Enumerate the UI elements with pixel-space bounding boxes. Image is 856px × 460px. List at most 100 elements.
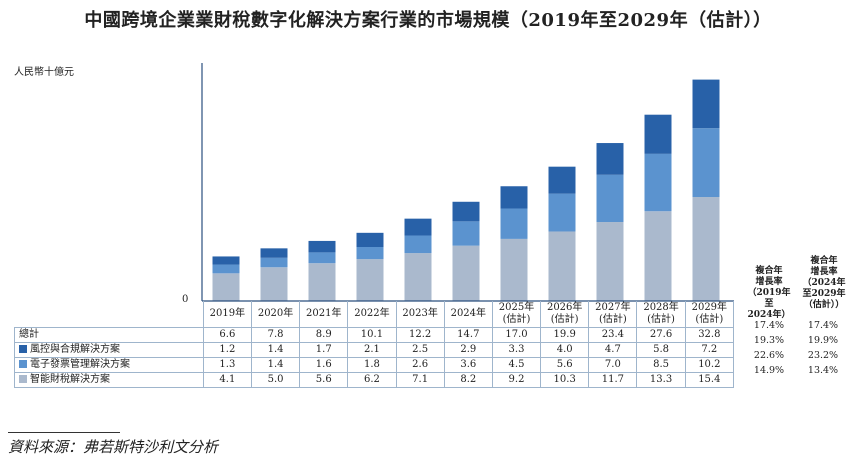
legend-swatch-risk <box>19 345 27 353</box>
series-label: 風控與合規解決方案 <box>30 344 120 355</box>
bar-segment <box>692 128 720 198</box>
cagr-header-line: 複合年 <box>810 256 838 266</box>
bar-segment <box>452 201 480 222</box>
cagr-header-line: （2019年至 <box>747 288 791 309</box>
cagr-header-line: （估計）） <box>803 300 845 310</box>
category-label-line: 2027年 <box>595 302 631 313</box>
bar-segment <box>500 238 528 301</box>
series-value: 3.6 <box>443 357 493 373</box>
cagr-header-line: 複合年 <box>755 266 783 276</box>
category-label-line: 2023年 <box>402 308 438 319</box>
series-value: 4.5 <box>491 357 542 373</box>
category-label-line: 2025年 <box>498 302 535 313</box>
bar-segment <box>356 232 384 247</box>
series-value: 2.1 <box>347 342 397 358</box>
bar-segment <box>260 248 288 258</box>
series-label: 電子發票管理解決方案 <box>30 359 130 370</box>
category-label: 2025年 (估計) <box>491 301 542 328</box>
cagr-value: 19.3% <box>753 335 785 346</box>
bar-segment <box>356 247 384 260</box>
series-value: 1.3 <box>202 357 252 373</box>
category-label: 2021年 <box>299 301 349 328</box>
category-label: 2026年 (估計) <box>540 301 590 328</box>
category-label: 2023年 <box>395 301 445 328</box>
category-label-line: 2022年 <box>354 308 390 319</box>
bar-segment <box>596 143 624 175</box>
bar-segment <box>692 79 720 129</box>
category-label-line: 2028年 <box>643 302 679 313</box>
category-label-line: 2019年 <box>209 308 246 319</box>
total-value: 27.6 <box>636 327 686 343</box>
series-value: 10.3 <box>540 372 590 388</box>
series-value: 15.4 <box>684 372 735 388</box>
series-value: 6.2 <box>347 372 397 388</box>
cagr-header-line: 增長率 <box>810 267 838 277</box>
series-value: 2.9 <box>443 342 493 358</box>
bar-segment <box>548 231 576 301</box>
total-value: 7.8 <box>250 327 301 343</box>
bar-segment <box>260 267 288 301</box>
category-label-line: 2029年 <box>691 302 728 313</box>
totals-label: 總計 <box>14 327 204 343</box>
category-header-row: 2019年 2020年 2021年 2022年 2023年 2024年 2025年 (估計) 2… <box>15 301 735 328</box>
total-value: 8.9 <box>299 327 349 343</box>
series-value: 7.0 <box>588 357 638 373</box>
data-table: 2019年 2020年 2021年 2022年 2023年 2024年 2025年 (估計) 2… <box>14 301 735 388</box>
category-label-line: (估計) <box>598 314 627 325</box>
bar-segment <box>452 245 480 301</box>
bar-segment <box>644 153 672 212</box>
series-value: 1.7 <box>299 342 349 358</box>
total-value: 32.8 <box>684 327 735 343</box>
cagr-value: 23.2% <box>807 350 839 361</box>
category-label-line: (估計) <box>502 314 531 325</box>
cagr-value: 19.9% <box>807 335 839 346</box>
y-axis-unit-label: 人民幣十億元 <box>14 67 74 78</box>
legend-swatch-einvoice <box>19 360 27 368</box>
bar-segment <box>596 174 624 223</box>
category-label: 2028年 (估計) <box>636 301 686 328</box>
series-value: 1.4 <box>250 357 301 373</box>
series-row: 智能財稅解決方案 4.1 5.0 5.6 6.2 7.1 8.2 9.2 10.3 11.7 13… <box>14 372 735 388</box>
series-value: 3.3 <box>491 342 542 358</box>
source-divider <box>8 432 120 433</box>
category-label-line: 2021年 <box>306 308 342 319</box>
legend-swatch-smart-tax <box>19 375 27 383</box>
source-note: 資料來源：弗若斯特沙利文分析 <box>8 438 219 456</box>
cagr-value: 17.4% <box>807 320 839 331</box>
bar-segment <box>212 256 240 265</box>
chart-title: 中國跨境企業業財稅數字化解決方案行業的市場規模（2019年至2029年（估計）） <box>84 10 772 31</box>
category-label-line: 2020年 <box>257 308 294 319</box>
total-value: 23.4 <box>588 327 638 343</box>
bar-segment <box>452 221 480 246</box>
series-value: 4.7 <box>588 342 638 358</box>
bar-segment <box>404 218 432 236</box>
series-value: 5.0 <box>250 372 301 388</box>
cagr-value: 13.4% <box>807 365 839 376</box>
series-value: 4.0 <box>540 342 590 358</box>
bar-segment <box>260 257 288 268</box>
category-label: 2019年 <box>202 301 252 328</box>
category-label-line: 2026年 <box>546 302 583 313</box>
series-value: 1.2 <box>202 342 252 358</box>
series-label: 智能財稅解決方案 <box>30 374 110 385</box>
cagr-value: 22.6% <box>753 350 785 361</box>
y-axis-zero-label: 0 <box>182 294 189 305</box>
series-value: 2.5 <box>395 342 445 358</box>
total-value: 12.2 <box>395 327 445 343</box>
series-value: 13.3 <box>636 372 686 388</box>
bar-segment <box>548 166 576 194</box>
series-value: 11.7 <box>588 372 638 388</box>
series-value: 4.1 <box>202 372 252 388</box>
total-value: 14.7 <box>443 327 493 343</box>
series-value: 1.4 <box>250 342 301 358</box>
series-value: 7.2 <box>684 342 735 358</box>
total-value: 6.6 <box>202 327 252 343</box>
cagr-header-line: （2024年 <box>802 278 846 288</box>
bar-segment <box>308 252 336 264</box>
cagr-header-line: 2024年） <box>747 310 791 320</box>
series-value: 2.6 <box>395 357 445 373</box>
category-label: 2024年 <box>443 301 493 328</box>
bar-segment <box>548 193 576 232</box>
category-label: 2020年 <box>250 301 301 328</box>
